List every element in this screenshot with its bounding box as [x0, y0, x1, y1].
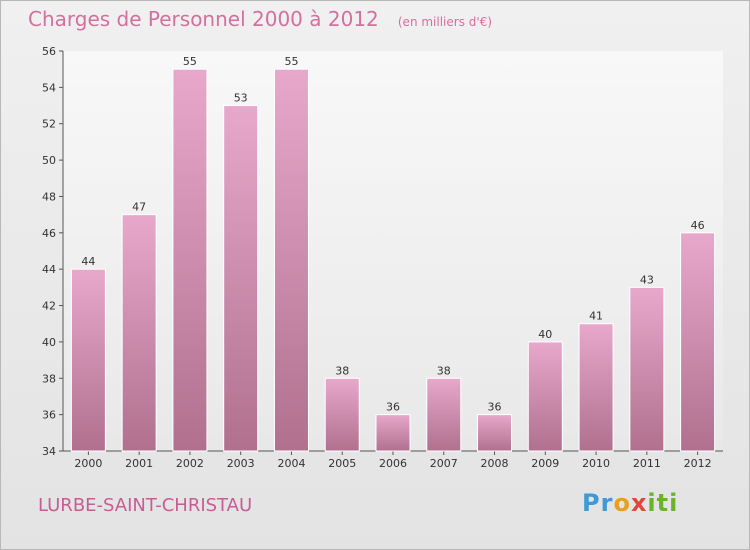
bar-2005 — [324, 377, 360, 452]
bar-2002 — [172, 68, 208, 452]
x-tick-label-2005: 2005 — [328, 457, 356, 470]
x-tick-label-2010: 2010 — [582, 457, 610, 470]
y-tick-label: 42 — [42, 300, 56, 313]
x-axis: 2000 2001 2002 2003 2004 2005 2006 2007 2008 2009… — [63, 450, 723, 470]
value-label-2010: 41 — [589, 310, 603, 323]
y-tick-label: 48 — [42, 190, 56, 203]
value-label-2011: 43 — [640, 273, 654, 286]
bar-2006 — [375, 414, 411, 452]
chart-subtitle: (en milliers d'€) — [397, 15, 492, 29]
value-label-2002: 55 — [183, 55, 197, 68]
bar-2011 — [629, 286, 665, 452]
plot-background — [63, 51, 723, 451]
value-label-2005: 38 — [335, 364, 349, 377]
y-tick-label: 52 — [42, 118, 56, 131]
value-label-2000: 44 — [81, 255, 95, 268]
value-label-2004: 55 — [284, 55, 298, 68]
bar-2009 — [527, 341, 563, 452]
y-tick-label: 56 — [42, 45, 56, 58]
commune-name: LURBE-SAINT-CHRISTAU — [38, 495, 253, 516]
y-tick-label: 34 — [42, 445, 56, 458]
x-tick-label-2002: 2002 — [176, 457, 204, 470]
logo-letters-iti: iti — [647, 489, 679, 517]
chart-title: Charges de Personnel 2000 à 2012 — [28, 7, 379, 31]
value-label-2012: 46 — [691, 219, 705, 232]
bar-2007 — [426, 377, 462, 452]
value-label-2007: 38 — [437, 364, 451, 377]
value-label-2009: 40 — [538, 328, 552, 341]
y-tick-label: 46 — [42, 227, 56, 240]
value-label-2001: 47 — [132, 201, 146, 214]
bar-2004 — [273, 68, 309, 452]
x-tick-label-2006: 2006 — [379, 457, 407, 470]
bar-2003 — [223, 105, 259, 452]
bar-2010 — [578, 323, 614, 452]
value-label-2003: 53 — [234, 92, 248, 105]
y-tick-label: 50 — [42, 154, 56, 167]
plot-area — [63, 51, 723, 451]
bar-2001 — [121, 214, 157, 452]
logo-letters-p: Pr — [582, 489, 614, 517]
y-tick-label: 54 — [42, 81, 56, 94]
x-tick-label-2007: 2007 — [430, 457, 458, 470]
logo-letter-o: o — [613, 489, 631, 517]
logo-letter-x: x — [630, 489, 648, 517]
x-tick-label-2009: 2009 — [531, 457, 559, 470]
x-tick-label-2003: 2003 — [227, 457, 255, 470]
y-tick-label: 40 — [42, 336, 56, 349]
value-label-2006: 36 — [386, 401, 400, 414]
value-label-2008: 36 — [488, 401, 502, 414]
x-tick-label-2012: 2012 — [684, 457, 712, 470]
x-tick-label-2008: 2008 — [481, 457, 509, 470]
y-tick-label: 38 — [42, 372, 56, 385]
chart-header: Charges de Personnel 2000 à 2012 (en mil… — [28, 7, 492, 31]
bar-2008 — [477, 414, 513, 452]
x-tick-label-2001: 2001 — [125, 457, 153, 470]
y-axis: 34 36 38 40 42 44 46 48 50 52 54 56 — [42, 45, 64, 458]
bars: 44 47 55 53 55 38 36 38 36 40 41 43 46 — [70, 55, 716, 452]
x-tick-label-2011: 2011 — [633, 457, 661, 470]
x-tick-label-2004: 2004 — [277, 457, 305, 470]
bar-2012 — [680, 232, 716, 452]
y-tick-label: 44 — [42, 263, 56, 276]
proxiti-logo[interactable]: Proxiti — [582, 489, 678, 517]
x-tick-label-2000: 2000 — [74, 457, 102, 470]
y-tick-label: 36 — [42, 409, 56, 422]
bar-2000 — [70, 268, 106, 452]
